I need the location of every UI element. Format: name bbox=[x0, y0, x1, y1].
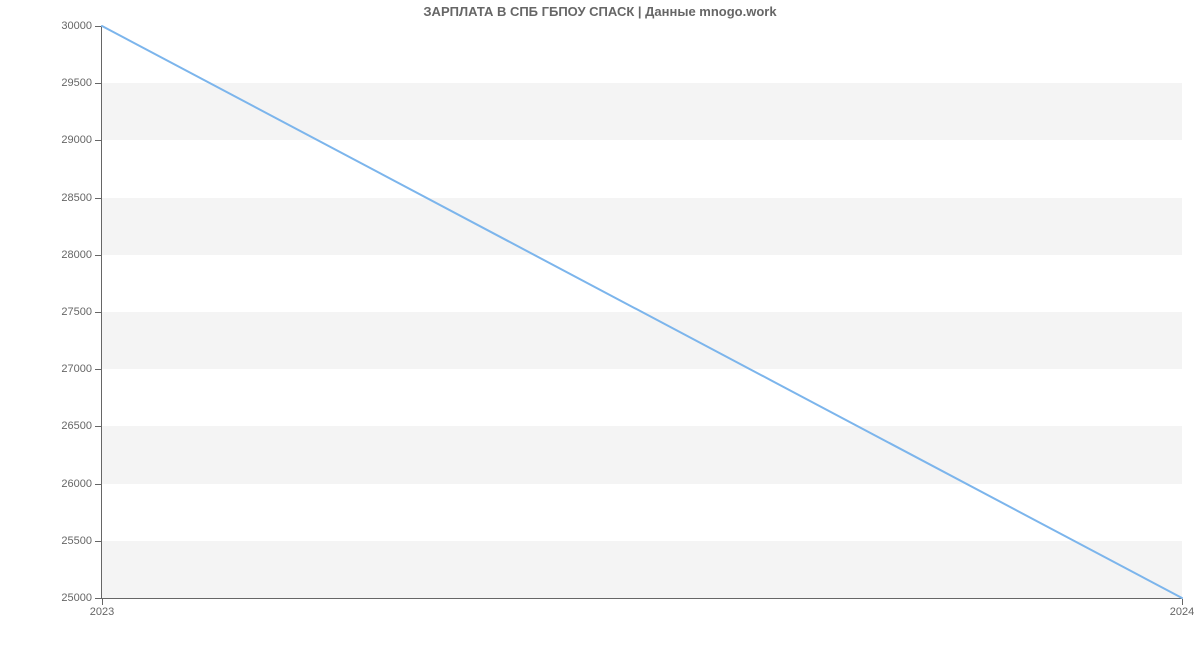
y-tick-label: 28500 bbox=[61, 192, 102, 204]
y-tick-label: 26500 bbox=[61, 420, 102, 432]
y-tick-label: 25500 bbox=[61, 535, 102, 547]
x-axis-line bbox=[101, 598, 1182, 599]
y-tick-label: 27000 bbox=[61, 363, 102, 375]
chart-container: ЗАРПЛАТА В СПБ ГБПОУ СПАСК | Данные mnog… bbox=[0, 0, 1200, 650]
y-tick-label: 30000 bbox=[61, 20, 102, 32]
plot-area: 2500025500260002650027000275002800028500… bbox=[102, 26, 1182, 598]
chart-title: ЗАРПЛАТА В СПБ ГБПОУ СПАСК | Данные mnog… bbox=[0, 4, 1200, 19]
series-line bbox=[102, 26, 1182, 598]
x-tick-label: 2023 bbox=[90, 598, 114, 618]
y-tick-label: 27500 bbox=[61, 306, 102, 318]
y-tick-label: 28000 bbox=[61, 249, 102, 261]
x-tick-label: 2024 bbox=[1170, 598, 1194, 618]
y-tick-label: 26000 bbox=[61, 478, 102, 490]
y-tick-label: 29000 bbox=[61, 134, 102, 146]
y-tick-label: 29500 bbox=[61, 77, 102, 89]
